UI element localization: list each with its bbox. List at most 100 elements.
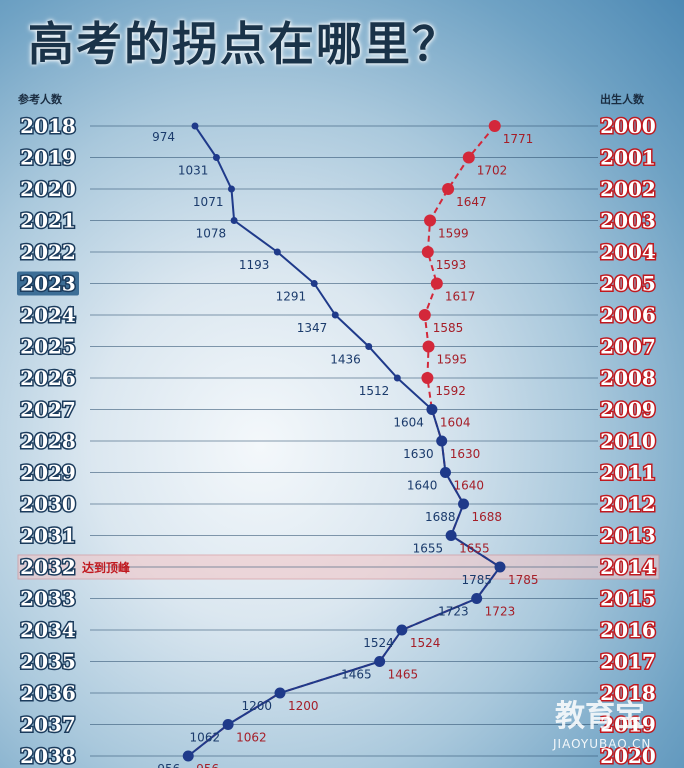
- exam-value-label: 1200: [241, 699, 272, 713]
- exam-year-label: 2035: [20, 650, 76, 674]
- exam-year-label: 2026: [20, 366, 76, 390]
- exam-value-label: 1785: [461, 573, 492, 587]
- exam-year-label: 2032: [20, 555, 76, 579]
- birth-year-label: 2017: [600, 650, 656, 674]
- exam-point: [182, 750, 194, 762]
- exam-year-label: 2021: [20, 209, 76, 233]
- birth-value-label: 1592: [435, 384, 466, 398]
- exam-point: [365, 343, 373, 350]
- birth-value-label: 1640: [453, 479, 484, 493]
- birth-value-label: 1723: [485, 605, 516, 619]
- exam-year-label: 2025: [20, 335, 76, 359]
- birth-year-label: 2009: [600, 398, 656, 422]
- birth-year-label: 2013: [600, 524, 656, 548]
- exam-year-label: 2029: [20, 461, 76, 485]
- exam-point: [310, 280, 318, 287]
- birth-year-label: 2004: [600, 240, 656, 264]
- birth-year-label: 2020: [600, 744, 656, 768]
- birth-point: [462, 151, 475, 164]
- birth-year-label: 2007: [600, 335, 656, 359]
- birth-point: [418, 309, 431, 321]
- birth-year-label: 2018: [600, 681, 656, 705]
- exam-point: [494, 561, 506, 573]
- exam-value-label: 1655: [413, 542, 444, 556]
- exam-year-label: 2022: [20, 240, 76, 264]
- exam-point: [227, 185, 235, 193]
- current-year-box: [17, 271, 79, 296]
- exam-value-label: 974: [152, 130, 175, 144]
- exam-value-label: 956: [157, 762, 180, 768]
- exam-point: [273, 248, 281, 256]
- exam-value-label: 1031: [178, 164, 209, 178]
- exam-year-label: 2024: [20, 303, 76, 327]
- birth-year-label: 2002: [600, 177, 656, 201]
- birth-year-label: 2014: [600, 555, 656, 579]
- exam-point: [331, 311, 339, 319]
- exam-value-label: 1512: [359, 384, 390, 398]
- birth-value-label: 1655: [459, 542, 490, 556]
- birth-year-label: 2016: [600, 618, 656, 642]
- exam-value-label: 1347: [297, 321, 328, 335]
- birth-year-label: 2001: [600, 146, 656, 170]
- birth-year-label: 2015: [600, 587, 656, 611]
- birth-value-label: 1062: [236, 731, 267, 745]
- exam-year-label: 2027: [20, 398, 76, 422]
- birth-value-label: 1617: [445, 290, 476, 304]
- exam-point: [230, 217, 238, 224]
- birth-year-label: 2012: [600, 492, 656, 516]
- birth-year-label: 2010: [600, 429, 656, 453]
- exam-value-label: 1436: [330, 353, 361, 367]
- exam-year-label: 2031: [20, 524, 76, 548]
- exam-point: [471, 593, 483, 604]
- exam-year-label: 2037: [20, 713, 76, 737]
- page-title: 高考的拐点在哪里？: [28, 17, 460, 71]
- exam-value-label: 1524: [363, 636, 394, 650]
- birth-value-label: 1771: [503, 132, 534, 146]
- exam-year-label: 2036: [20, 681, 76, 705]
- exam-year-label: 2018: [20, 114, 76, 138]
- birth-value-label: 1595: [437, 353, 468, 367]
- exam-year-label: 2033: [20, 587, 76, 611]
- exam-value-label: 1640: [407, 479, 438, 493]
- birth-value-label: 1647: [456, 195, 487, 209]
- exam-year-label: 2030: [20, 492, 76, 516]
- birth-year-label: 2011: [600, 461, 656, 485]
- exam-value-label: 1078: [196, 227, 227, 241]
- birth-year-label: 2006: [600, 303, 656, 327]
- exam-year-label: 2028: [20, 429, 76, 453]
- birth-point: [422, 340, 435, 353]
- birth-value-label: 1585: [433, 321, 464, 335]
- exam-point: [374, 656, 386, 667]
- exam-point: [439, 467, 451, 478]
- exam-value-label: 1465: [341, 668, 372, 682]
- birth-value-label: 1604: [440, 416, 471, 430]
- birth-value-label: 956: [196, 762, 219, 768]
- exam-point: [191, 122, 199, 130]
- exam-value-label: 1723: [438, 605, 469, 619]
- exam-point: [274, 687, 286, 699]
- birth-year-label: 2008: [600, 366, 656, 390]
- birth-value-label: 1599: [438, 227, 469, 241]
- birth-year-label: 2005: [600, 272, 656, 296]
- watermark-url: JIAOYUBAO.CN: [552, 737, 651, 751]
- birth-year-label: 2000: [600, 114, 656, 138]
- peak-note-label: 达到顶峰: [82, 560, 131, 575]
- exam-value-label: 1688: [425, 510, 456, 524]
- exam-value-label: 1604: [393, 416, 424, 430]
- birth-count-header: 出生人数: [600, 93, 644, 106]
- exam-point: [458, 498, 470, 510]
- exam-point: [445, 530, 457, 541]
- exam-point: [222, 719, 234, 730]
- birth-year-label: 2019: [600, 713, 656, 737]
- exam-value-label: 1291: [276, 290, 307, 304]
- watermark-logo: 教育宝: [555, 699, 645, 734]
- birth-point: [424, 214, 437, 227]
- exam-year-label: 2020: [20, 177, 76, 201]
- birth-value-label: 1524: [410, 636, 441, 650]
- exam-value-label: 1062: [190, 731, 221, 745]
- exam-value-label: 1071: [193, 195, 224, 209]
- exam-year-label: 2034: [20, 618, 76, 642]
- birth-value-label: 1200: [288, 699, 319, 713]
